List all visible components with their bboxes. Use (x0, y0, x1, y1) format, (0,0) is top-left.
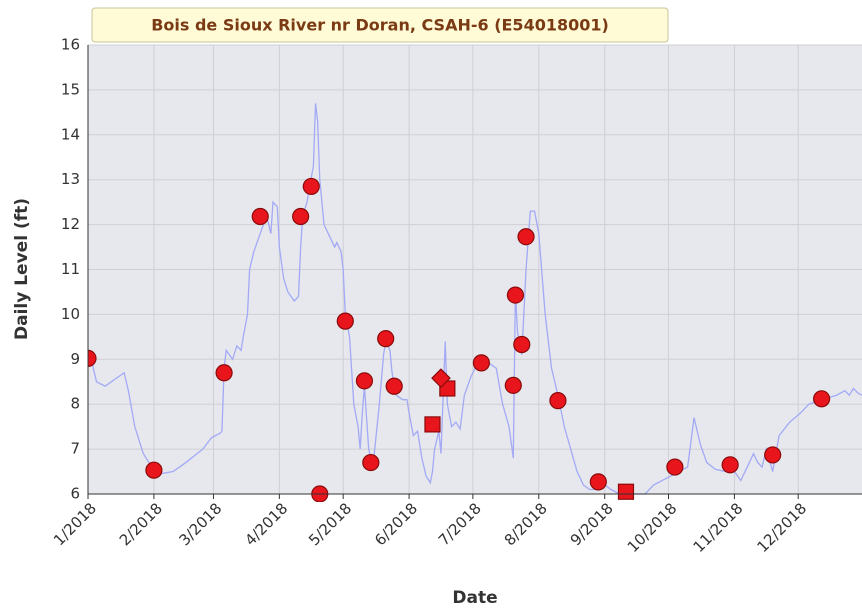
x-tick-label: 1/2018 (50, 499, 100, 549)
x-tick-label: 2/2018 (116, 499, 166, 549)
y-tick-label: 9 (70, 350, 80, 368)
x-tick-label: 4/2018 (241, 499, 291, 549)
x-tick-label: 5/2018 (305, 499, 355, 549)
x-tick-label: 9/2018 (567, 499, 617, 549)
data-point (292, 207, 310, 226)
x-tick-label: 11/2018 (690, 499, 747, 556)
data-point (355, 372, 374, 390)
y-tick-label: 12 (61, 215, 80, 233)
data-point (472, 354, 490, 372)
x-tick-label: 7/2018 (435, 499, 485, 549)
data-point (145, 461, 163, 479)
data-point (302, 177, 320, 196)
data-point (336, 312, 354, 330)
y-tick-label: 8 (70, 395, 80, 413)
x-tick-label: 10/2018 (624, 499, 681, 556)
data-point (251, 207, 269, 226)
y-tick-label: 16 (61, 36, 80, 54)
x-tick-label: 8/2018 (501, 499, 551, 549)
chart-title: Bois de Sioux River nr Doran, CSAH-6 (E5… (151, 16, 609, 35)
data-point (764, 446, 782, 464)
x-tick-label: 3/2018 (175, 499, 225, 549)
data-point (506, 286, 525, 304)
x-axis-label: Date (452, 588, 497, 608)
title-box (91, 7, 669, 43)
data-point (549, 392, 567, 410)
data-point (504, 376, 522, 394)
y-tick-label: 11 (61, 260, 80, 278)
data-point (88, 349, 97, 367)
data-point (385, 377, 403, 395)
data-point (431, 368, 451, 389)
data-point (424, 416, 441, 433)
level-line (88, 103, 862, 495)
data-point (666, 458, 684, 476)
y-tick-label: 14 (61, 125, 80, 143)
y-tick-label: 13 (61, 170, 80, 188)
data-point (589, 473, 607, 491)
y-tick-label: 7 (70, 440, 80, 458)
data-point (362, 453, 380, 472)
data-point (517, 228, 535, 246)
x-tick-label: 12/2018 (753, 499, 810, 556)
data-point (617, 483, 635, 500)
data-point (513, 335, 531, 354)
data-point (812, 390, 831, 408)
data-point (721, 456, 739, 474)
y-axis-label: Daily Level (ft) (12, 198, 32, 340)
x-tick-label: 6/2018 (371, 499, 421, 549)
y-tick-label: 15 (61, 80, 80, 98)
y-tick-label: 10 (61, 305, 80, 323)
y-tick-label: 6 (70, 485, 80, 503)
data-point (215, 364, 233, 382)
data-point (377, 330, 395, 348)
